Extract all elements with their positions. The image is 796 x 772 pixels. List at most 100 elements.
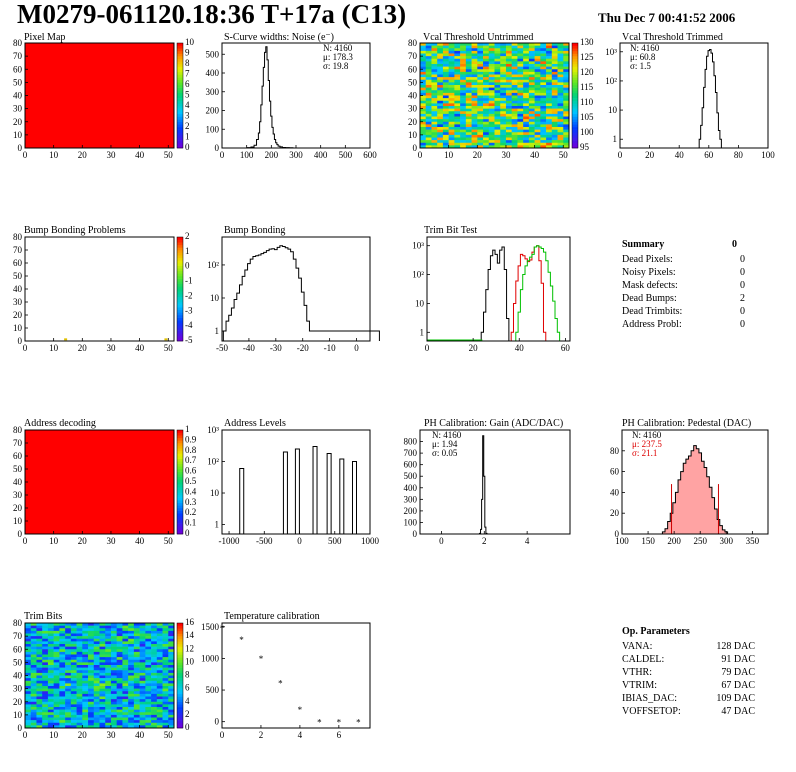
trim-bits-cell: [168, 712, 175, 716]
trim-bits-cell: [59, 646, 66, 650]
vcal-untrimmed-cell: [517, 145, 524, 149]
trim-bits-zscale-cell: [177, 636, 183, 640]
trim-bits-cell: [99, 670, 106, 674]
trim-bits-cell: [145, 680, 152, 684]
vcal-untrimmed-cell: [505, 79, 512, 83]
trim-bits-cell: [156, 722, 163, 726]
vcal-untrimmed-cell: [500, 74, 507, 78]
trim-bits-cell: [47, 720, 54, 724]
vcal-untrimmed-cell: [420, 98, 427, 102]
vcal-untrimmed-cell: [528, 113, 535, 117]
vcal-untrimmed-cell: [465, 127, 472, 130]
vcal-untrimmed-cell: [546, 58, 553, 62]
trim-bits-cell: [133, 722, 140, 726]
trim-bits-cell: [76, 651, 83, 655]
vcal-untrimmed-cell: [563, 121, 570, 125]
vcal-untrimmed-cell: [448, 124, 455, 128]
trim-bits-cell: [53, 657, 60, 661]
vcal-untrimmed-cell: [465, 66, 472, 70]
vcal-untrimmed-cell: [534, 111, 541, 115]
vcal-untrimmed-cell: [563, 129, 570, 133]
trim-bits-cell: [105, 717, 112, 721]
trim-bits-cell: [65, 693, 72, 697]
address-decoding-zscale-cell: [177, 456, 183, 459]
bump-bonding-problems-zscale-cell: [177, 247, 183, 251]
vcal-untrimmed-cell: [477, 77, 484, 81]
trim-bits-cell: [59, 638, 66, 642]
vcal-untrimmed-zscale-cell: [572, 79, 578, 83]
trim-bits-cell: [133, 651, 140, 655]
vcal-untrimmed-cell: [448, 90, 455, 94]
address-decoding-ztick-label: 0.2: [185, 507, 196, 517]
vcal-untrimmed-cell: [540, 58, 547, 62]
vcal-untrimmed-cell: [546, 53, 553, 57]
trim-bits-cell: [25, 633, 32, 637]
trim-bits-cell: [76, 709, 83, 713]
vcal-untrimmed-cell: [563, 71, 570, 75]
trim-bits-cell: [110, 714, 117, 718]
trim-bits-cell: [145, 691, 152, 695]
trim-bits-cell: [93, 696, 100, 700]
address-decoding-zscale-cell: [177, 500, 183, 504]
vcal-untrimmed-cell: [454, 58, 461, 62]
vcal-untrimmed-cell: [431, 90, 438, 94]
pixel-map-zscale-cell: [177, 71, 183, 75]
vcal-untrimmed-cell: [500, 121, 507, 125]
vcal-untrimmed-cell: [420, 71, 427, 75]
vcal-untrimmed-cell: [437, 82, 444, 86]
trim-bits-cell: [42, 644, 49, 647]
vcal-untrimmed-cell: [483, 66, 490, 70]
trim-bits-cell: [59, 722, 66, 726]
vcal-untrimmed-cell: [563, 140, 570, 144]
vcal-untrimmed-cell: [425, 50, 432, 54]
trim-bits-cell: [70, 646, 77, 650]
vcal-untrimmed-cell: [563, 108, 570, 112]
trim-bits-cell: [116, 623, 123, 626]
vcal-trimmed-frame: [619, 42, 769, 149]
trim-bits-cell: [105, 662, 112, 666]
pixel-map-zscale-cell: [177, 137, 183, 141]
trim-bits-cell: [88, 662, 95, 666]
bump-bonding-xtick-label: 0: [354, 343, 359, 353]
trim-bits-cell: [42, 633, 49, 637]
vcal-untrimmed-cell: [448, 132, 455, 136]
vcal-untrimmed-cell: [442, 100, 449, 104]
ph-pedestal-frame: [621, 429, 769, 535]
vcal-untrimmed-cell: [557, 69, 564, 73]
vcal-untrimmed-cell: [431, 87, 438, 91]
vcal-untrimmed-cell: [471, 140, 478, 144]
vcal-untrimmed-cell: [500, 45, 507, 49]
vcal-untrimmed-cell: [528, 145, 535, 149]
vcal-untrimmed-cell: [477, 129, 484, 133]
trim-bits-cell: [65, 662, 72, 666]
vcal-untrimmed-cell: [528, 137, 535, 141]
trim-bits-cell: [145, 644, 152, 647]
vcal-untrimmed-cell: [563, 61, 570, 65]
trim-bits-cell: [53, 717, 60, 721]
trim-bits-cell: [105, 625, 112, 629]
vcal-untrimmed-cell: [442, 66, 449, 70]
vcal-untrimmed-cell: [534, 61, 541, 65]
bump-bonding-problems-zscale-cell: [177, 263, 183, 266]
vcal-untrimmed-cell: [465, 85, 472, 88]
vcal-untrimmed-cell: [511, 74, 518, 78]
trim-bits-cell: [139, 693, 146, 697]
trim-bits-cell: [151, 662, 158, 666]
trim-bits-cell: [30, 725, 37, 729]
address-decoding-ytick-label: 60: [13, 451, 23, 461]
trim-bits-cell: [162, 649, 169, 653]
trim-bits-cell: [99, 709, 106, 713]
trim-bits-cell: [110, 628, 117, 632]
temperature-point: *: [356, 718, 361, 728]
vcal-untrimmed-cell: [448, 74, 455, 78]
trim-bits-cell: [116, 709, 123, 713]
vcal-untrimmed-cell: [494, 43, 501, 46]
trim-bits-cell: [168, 701, 175, 705]
trim-bits-cell: [145, 628, 152, 632]
vcal-untrimmed-cell: [551, 77, 558, 81]
bump-bonding-frame: [221, 236, 371, 342]
vcal-untrimmed-cell: [442, 77, 449, 81]
trim-bits-cell: [128, 722, 135, 726]
trim-bits-cell: [99, 638, 106, 642]
trim-bits-cell: [65, 707, 72, 710]
